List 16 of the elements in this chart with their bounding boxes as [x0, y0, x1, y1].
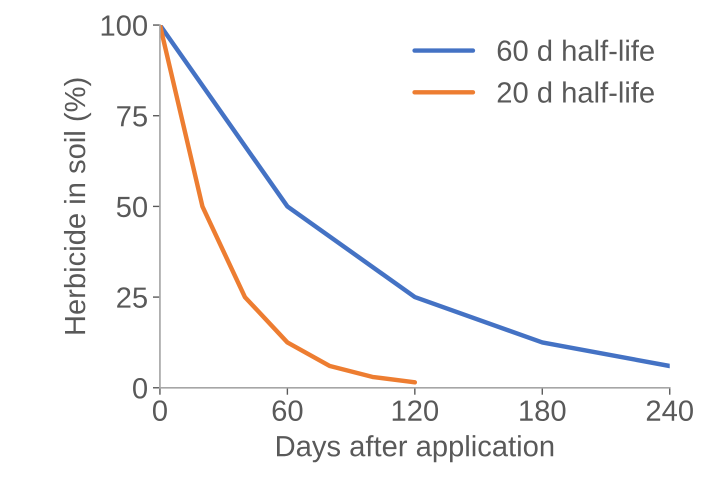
x-tick-label: 120	[392, 400, 438, 422]
x-tick-label: 180	[520, 400, 566, 422]
y-axis-title: Herbicide in soil (%)	[64, 78, 92, 334]
line-series	[160, 25, 418, 385]
y-tick-label: 75	[117, 106, 147, 127]
x-tick-label: 0	[152, 400, 167, 422]
y-tick-label: 100	[102, 15, 147, 36]
x-tick-label: 240	[646, 400, 693, 422]
legend-label: 60 d half-life	[498, 40, 654, 62]
x-axis-title: Days after application	[277, 435, 554, 462]
y-tick-label: 0	[133, 378, 147, 399]
y-tick-label: 25	[117, 287, 147, 308]
line-series	[160, 25, 670, 368]
x-tick-label: 60	[272, 400, 302, 422]
legend-label: 20 d half-life	[498, 81, 654, 103]
y-tick-label: 50	[116, 196, 147, 218]
